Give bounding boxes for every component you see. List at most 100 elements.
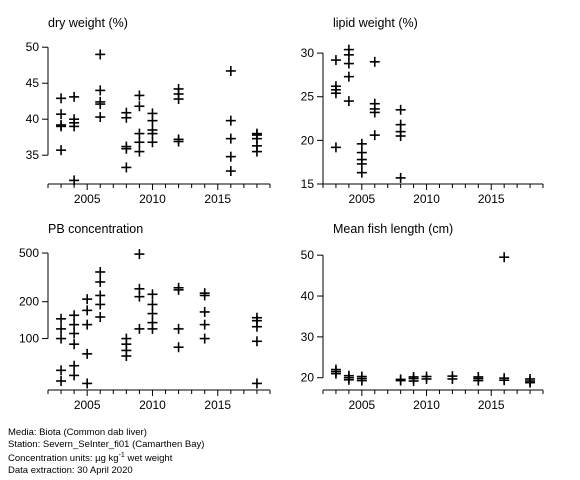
footer-units-prefix: Concentration units: µg kg — [8, 453, 119, 465]
data-point — [395, 119, 406, 130]
y-tick-label: 40 — [26, 112, 40, 126]
data-point — [147, 125, 158, 135]
data-point — [95, 276, 106, 287]
data-point — [82, 305, 93, 316]
data-point — [134, 90, 145, 101]
data-point — [343, 370, 354, 381]
data-point — [173, 342, 184, 353]
data-point — [251, 312, 262, 323]
data-point — [330, 81, 341, 92]
data-point — [82, 348, 93, 359]
data-point — [147, 108, 158, 119]
panel-title: dry weight (%) — [48, 16, 128, 30]
data-point — [343, 44, 354, 55]
y-tick-label: 30 — [301, 330, 315, 344]
data-point — [251, 336, 262, 347]
data-point — [147, 317, 158, 328]
data-point — [56, 119, 67, 130]
footer-media: Media: Biota (Common dab liver) — [8, 427, 147, 438]
data-point — [395, 374, 406, 385]
data-point — [134, 101, 145, 112]
data-point — [95, 96, 106, 107]
data-point — [343, 96, 354, 107]
y-tick-label: 500 — [19, 246, 39, 260]
y-tick-label: 200 — [19, 295, 39, 309]
data-point — [225, 65, 236, 76]
data-point — [356, 167, 367, 178]
x-tick-label: 2010 — [139, 398, 166, 412]
data-point — [447, 371, 458, 382]
data-point — [121, 141, 132, 152]
data-point — [69, 360, 80, 371]
data-point — [121, 107, 132, 118]
data-point — [369, 130, 380, 141]
data-point — [95, 112, 106, 123]
x-tick-label: 2015 — [478, 398, 505, 412]
data-point — [356, 138, 367, 149]
data-point — [369, 56, 380, 67]
footer-units: Concentration units: µg kg-1 wet weight — [8, 450, 204, 465]
x-tick-label: 2005 — [74, 192, 101, 206]
data-point — [408, 371, 419, 382]
y-tick-label: 35 — [26, 148, 40, 162]
data-point — [251, 128, 262, 139]
data-point — [421, 371, 432, 382]
data-point — [173, 323, 184, 334]
data-point — [69, 91, 80, 102]
data-point — [330, 142, 341, 153]
panel-title: Mean fish length (cm) — [333, 222, 453, 236]
footer-notes: Media: Biota (Common dab liver) Station:… — [8, 427, 204, 476]
y-tick-label: 40 — [301, 289, 315, 303]
panel-title: lipid weight (%) — [333, 16, 418, 30]
data-point — [369, 98, 380, 109]
x-tick-label: 2010 — [139, 192, 166, 206]
data-point — [69, 339, 80, 350]
y-tick-label: 20 — [301, 133, 315, 147]
data-point — [330, 55, 341, 66]
data-point — [343, 71, 354, 82]
data-point — [56, 313, 67, 324]
data-point — [134, 323, 145, 334]
data-point — [225, 151, 236, 162]
data-point — [356, 371, 367, 382]
data-point — [134, 283, 145, 294]
x-tick-label: 2005 — [348, 398, 375, 412]
x-tick-label: 2005 — [74, 398, 101, 412]
data-point — [343, 58, 354, 69]
data-point — [395, 172, 406, 183]
data-point — [95, 85, 106, 96]
data-point — [56, 323, 67, 334]
x-tick-label: 2010 — [413, 398, 440, 412]
panel-3: PB concentration 2005 2010 2015 100 200 500 — [19, 222, 271, 412]
x-tick-label: 2015 — [478, 192, 505, 206]
panel-title: PB concentration — [48, 222, 143, 236]
data-point — [95, 312, 106, 323]
data-point — [95, 49, 106, 60]
panel-4: Mean fish length (cm) 2005 2010 2015 20 30 40 5… — [301, 222, 544, 412]
data-point — [173, 282, 184, 293]
data-point — [56, 365, 67, 376]
y-tick-label: 50 — [301, 248, 315, 262]
data-point — [199, 306, 210, 317]
y-tick-label: 100 — [19, 332, 39, 346]
y-tick-label: 50 — [26, 40, 40, 54]
data-point — [69, 310, 80, 321]
data-point — [56, 109, 67, 120]
data-point — [251, 378, 262, 389]
data-point — [330, 364, 341, 375]
data-point — [525, 373, 536, 384]
data-point — [82, 378, 93, 389]
data-point — [69, 328, 80, 339]
data-point — [121, 162, 132, 173]
y-tick-label: 15 — [301, 177, 315, 191]
y-tick-label: 45 — [26, 76, 40, 90]
data-point — [134, 146, 145, 157]
footer-station: Station: Severn_SeInter_fi01 (Camarthen … — [8, 438, 205, 450]
data-point — [199, 288, 210, 299]
data-point — [95, 299, 106, 310]
data-point — [199, 333, 210, 344]
data-point — [69, 175, 80, 186]
y-tick-label: 25 — [301, 90, 315, 104]
data-point — [499, 252, 510, 263]
data-point — [225, 133, 236, 144]
